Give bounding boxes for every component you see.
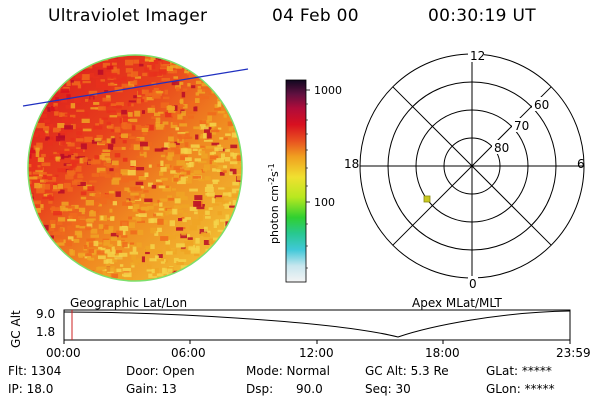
colorbar-unit-label: photon cm-2s-1: [267, 163, 281, 244]
mlt-0-label: 0: [469, 277, 477, 291]
limb-outline: [27, 54, 243, 282]
glon-info: GLon: *****: [486, 382, 555, 396]
orbit-ytick-low: 1.8: [36, 325, 55, 339]
orbit-ytick-high: 9.0: [36, 307, 55, 321]
mlt-12-label: 12: [470, 49, 485, 63]
orbit-xtick-3: 18:00: [425, 346, 460, 360]
mode-info: Mode: Normal: [246, 364, 330, 378]
lat-70-label: 70: [514, 119, 529, 133]
gain-info: Gain: 13: [126, 382, 177, 396]
lat-60-label: 60: [534, 98, 549, 112]
colorbar: 1000 100 photon cm-2s-1: [267, 79, 342, 283]
orbit-ylabel: GC Alt: [9, 310, 23, 348]
apex-label: Apex MLat/MLT: [412, 296, 502, 310]
geographic-label: Geographic Lat/Lon: [70, 296, 188, 310]
lat-80-label: 80: [494, 141, 509, 155]
dsp-info: Dsp:: [246, 382, 274, 396]
colorbar-gradient: [286, 80, 306, 282]
orbit-altitude-plot: GC Alt 9.0 1.8: [9, 307, 571, 348]
instrument-title: Ultraviolet Imager: [48, 6, 208, 26]
meridian-diag-2: [392, 86, 552, 246]
flt-info: Flt: 1304: [8, 364, 62, 378]
orbit-xtick-0: 00:00: [46, 346, 81, 360]
ip-info: IP: 18.0: [8, 382, 54, 396]
door-info: Door: Open: [126, 364, 195, 378]
seq-info: Seq: 30: [365, 382, 411, 396]
mlt-6-label: 6: [577, 157, 585, 171]
colorbar-label-high: 1000: [314, 84, 342, 97]
polar-plot: 12 0 18 6 60 70 80: [344, 48, 585, 291]
dsp-value: 90.0: [296, 382, 323, 396]
auroral-image: [22, 54, 249, 282]
colorbar-label-low: 100: [314, 196, 335, 209]
orbit-xtick-2: 12:00: [299, 346, 334, 360]
date-label: 04 Feb 00: [272, 6, 359, 26]
orbit-xtick-1: 06:00: [171, 346, 206, 360]
gc-alt-info: GC Alt: 5.3 Re: [365, 364, 449, 378]
orbit-xtick-4: 23:59: [556, 346, 591, 360]
mlt-18-label: 18: [344, 157, 359, 171]
satellite-footpoint: [423, 195, 431, 203]
terminator-line: [22, 68, 249, 107]
altitude-curve: [63, 310, 571, 338]
glat-info: GLat: *****: [486, 364, 552, 378]
time-label: 00:30:19 UT: [428, 6, 536, 26]
